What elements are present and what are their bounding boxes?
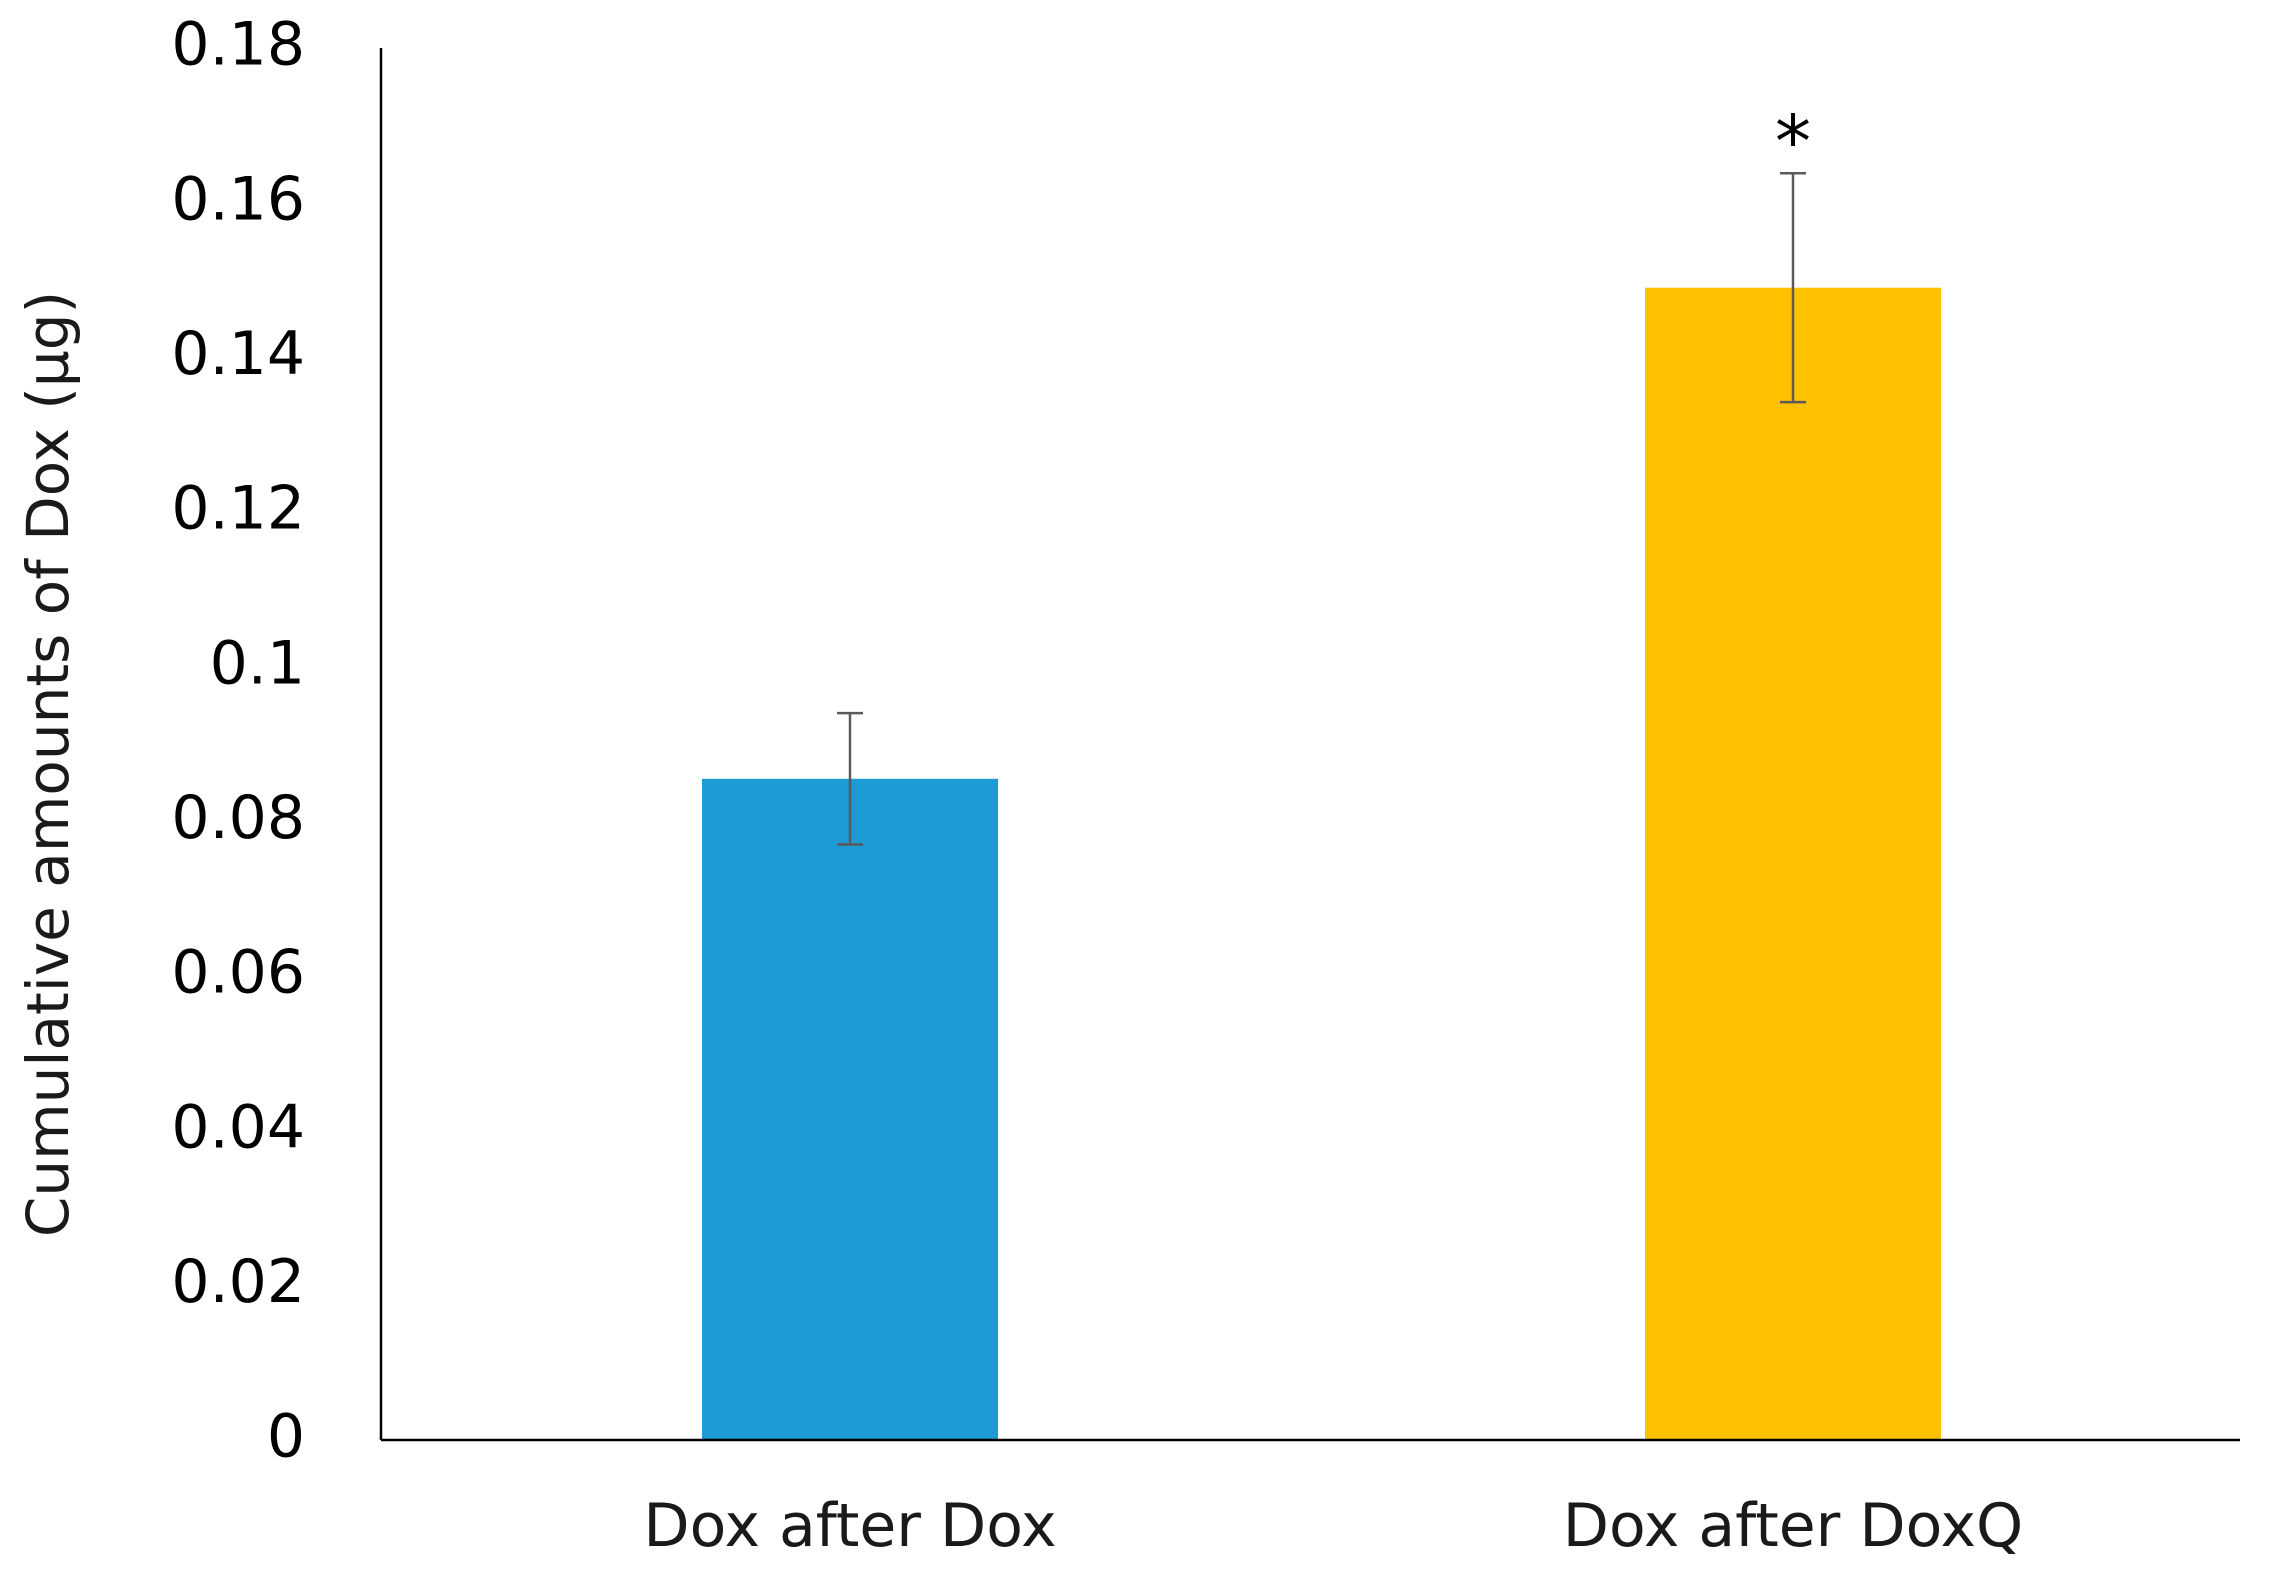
y-tick-label: 0.12 [171,474,305,544]
significance-asterisk: * [1775,99,1811,183]
y-tick-label: 0.18 [171,10,305,80]
y-tick-label: 0.16 [171,164,305,234]
bar [1645,287,1941,1440]
bar [702,778,998,1440]
y-tick-labels: 0 0.02 0.04 0.06 0.08 0.1 0.12 0.14 0.16 0.18 [171,10,305,1472]
y-tick-label: 0 [267,1402,305,1472]
y-axis-title: Cumulative amounts of Dox (µg) [14,291,82,1237]
error-bars [837,172,1806,846]
error-bar [837,711,863,846]
y-tick-label: 0.06 [171,938,305,1008]
error-bar [1780,172,1806,404]
bars [702,287,1941,1440]
y-axis-title-group: Cumulative amounts of Dox (µg) [14,291,82,1237]
x-category-labels: Dox after Dox Dox after DoxQ [643,1491,2023,1561]
y-tick-label: 0.1 [210,628,305,698]
y-tick-label: 0.02 [171,1247,305,1317]
axes [379,48,2240,1442]
y-tick-label: 0.14 [171,319,305,389]
y-tick-label: 0.04 [171,1092,305,1162]
y-tick-label: 0.08 [171,783,305,853]
annotations: * [1775,99,1811,183]
x-category-label: Dox after Dox [643,1491,1056,1561]
x-category-label: Dox after DoxQ [1563,1491,2023,1561]
